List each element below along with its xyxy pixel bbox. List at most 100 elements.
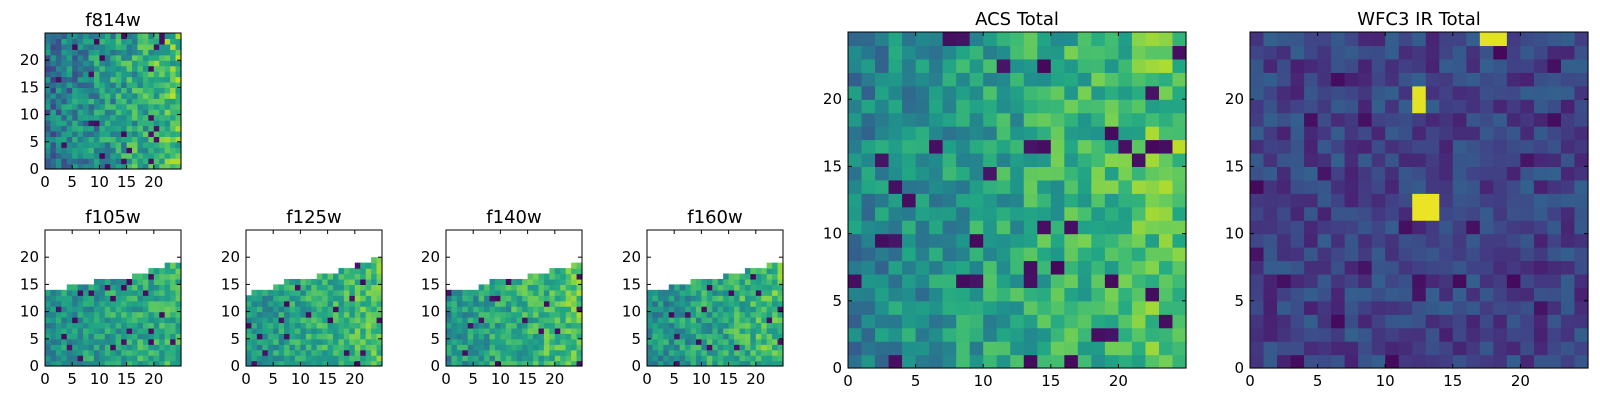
heatmap-cell <box>1250 72 1265 87</box>
heatmap-cell <box>121 300 128 307</box>
heatmap-cell <box>467 300 474 307</box>
heatmap-cell <box>695 306 702 313</box>
heatmap-cell <box>93 103 100 110</box>
y-tick-label: 15 <box>20 275 39 293</box>
heatmap-cell <box>456 344 463 351</box>
heatmap-cell <box>848 354 863 369</box>
heatmap-cell <box>1131 354 1147 369</box>
heatmap-cell <box>1520 166 1535 181</box>
heatmap-cell <box>99 136 106 143</box>
heatmap-cell <box>1398 341 1413 356</box>
heatmap-cell <box>1317 220 1332 235</box>
heatmap-cell <box>462 333 469 340</box>
heatmap-cell <box>311 349 318 356</box>
heatmap-cell <box>1452 273 1467 288</box>
heatmap-cell <box>1358 152 1373 167</box>
heatmap-cell <box>132 33 139 40</box>
heatmap-cell <box>153 141 160 148</box>
heatmap-cell <box>1263 220 1278 235</box>
heatmap-cell <box>505 327 512 334</box>
heatmap-cell <box>115 136 122 143</box>
heatmap-cell <box>861 58 876 73</box>
heatmap-cell <box>132 278 139 285</box>
heatmap-cell <box>1317 85 1332 100</box>
heatmap-cell <box>663 338 670 345</box>
heatmap-cell <box>861 260 876 275</box>
heatmap-cell <box>728 338 735 345</box>
axes-frame <box>44 229 182 367</box>
heatmap-cell <box>1172 193 1187 208</box>
heatmap-cell <box>159 33 166 40</box>
heatmap-cell <box>1385 314 1400 329</box>
heatmap-cell <box>110 295 117 302</box>
heatmap-cell <box>365 284 372 291</box>
heatmap-cell <box>278 284 285 291</box>
heatmap-cell <box>153 43 160 50</box>
heatmap-cell <box>915 220 930 235</box>
heatmap-cell <box>543 295 550 302</box>
heatmap-cell <box>99 103 106 110</box>
heatmap-cell <box>1091 58 1106 73</box>
heatmap-cell <box>175 60 182 67</box>
heatmap-cell <box>484 311 491 318</box>
heatmap-cell <box>132 317 139 324</box>
heatmap-cell <box>1574 166 1589 181</box>
heatmap-cell <box>121 295 128 302</box>
heatmap-cell <box>647 289 654 296</box>
heatmap-cell <box>1131 58 1147 73</box>
heatmap-cell <box>489 322 496 329</box>
heatmap-cell <box>148 114 155 121</box>
heatmap-cell <box>45 109 52 116</box>
heatmap-cell <box>66 38 73 45</box>
heatmap-cell <box>915 152 930 167</box>
heatmap-cell <box>338 349 345 356</box>
heatmap-cell <box>652 333 659 340</box>
heatmap-cell <box>104 333 111 340</box>
heatmap-cell <box>522 360 529 367</box>
heatmap-cell <box>1158 354 1174 369</box>
heatmap-cell <box>1023 300 1038 315</box>
heatmap-cell <box>1371 220 1386 235</box>
heatmap-cell <box>695 300 702 307</box>
heatmap-cell <box>1371 287 1386 302</box>
heatmap-cell <box>652 349 659 356</box>
heatmap-cell <box>77 295 84 302</box>
heatmap-cell <box>137 87 144 94</box>
heatmap-cell <box>72 92 79 99</box>
heatmap-cell <box>121 147 128 154</box>
heatmap-cell <box>66 158 73 165</box>
heatmap-cell <box>132 360 139 367</box>
heatmap-cells <box>848 32 1187 369</box>
heatmap-cell <box>478 355 485 362</box>
y-tick-label: 20 <box>823 90 842 108</box>
heatmap-cell <box>456 311 463 318</box>
heatmap-cell <box>1466 32 1481 47</box>
heatmap-cell <box>1172 99 1187 114</box>
heatmap-cell <box>1304 206 1319 221</box>
heatmap-cell <box>1037 233 1052 248</box>
heatmap-cell <box>55 33 62 40</box>
heatmap-cell <box>300 322 307 329</box>
heatmap-cell <box>467 338 474 345</box>
heatmap-cell <box>1452 193 1467 208</box>
heatmap-cell <box>300 295 307 302</box>
heatmap-cell <box>159 130 166 137</box>
heatmap-cell <box>500 317 507 324</box>
heatmap-cell <box>533 355 540 362</box>
heatmap-cell <box>728 300 735 307</box>
heatmap-cell <box>110 136 117 143</box>
heatmap-cell <box>284 278 291 285</box>
heatmap-cell <box>543 338 550 345</box>
heatmap-cell <box>1104 32 1119 47</box>
heatmap-cell <box>1172 233 1187 248</box>
heatmap-cell <box>360 355 367 362</box>
heatmap-cell <box>376 322 383 329</box>
heatmap-cell <box>888 166 903 181</box>
heatmap-cell <box>338 344 345 351</box>
heatmap-cell <box>888 58 903 73</box>
heatmap-cell <box>1317 300 1332 315</box>
heatmap-cell <box>164 33 171 40</box>
heatmap-cell <box>571 333 578 340</box>
heatmap-cell <box>132 60 139 67</box>
heatmap-cell <box>701 278 708 285</box>
